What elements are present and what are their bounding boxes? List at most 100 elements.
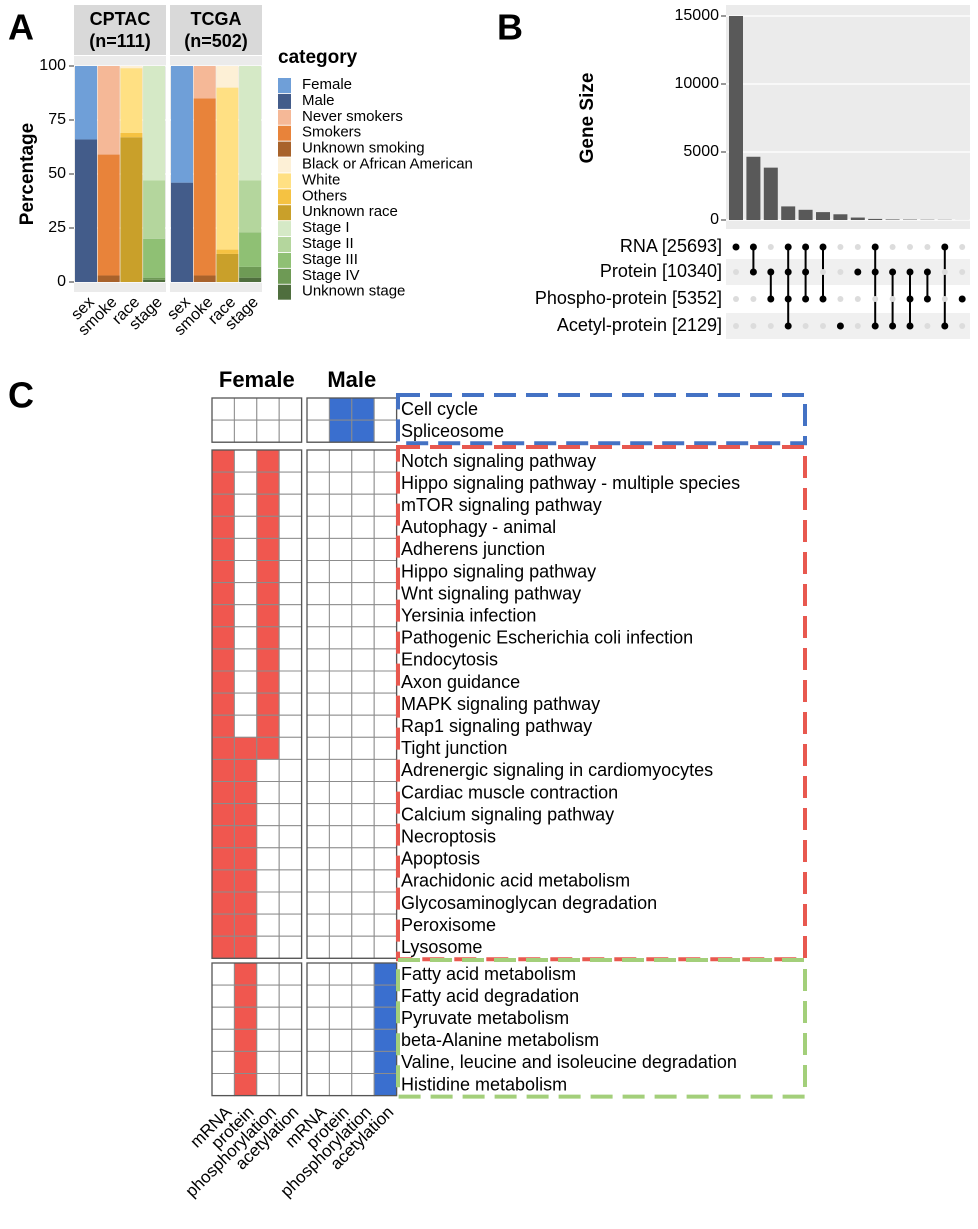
heatmap-cell (211, 869, 235, 893)
heatmap-cell (351, 582, 375, 606)
matrix-dot (872, 296, 879, 302)
heatmap-cell (328, 582, 353, 606)
row-label: Fatty acid degradation (401, 986, 579, 1006)
legend-title: category (278, 47, 358, 68)
y-tick-label: 5000 (683, 143, 719, 160)
heatmap-cell (256, 781, 280, 805)
heatmap-cell (233, 397, 258, 421)
matrix-dot (941, 243, 949, 251)
heatmap-cell (278, 1073, 303, 1097)
legend-label: Unknown smoking (302, 140, 425, 157)
heatmap-cell (278, 560, 303, 584)
heatmap-cell (278, 515, 303, 539)
bar-segment (97, 66, 120, 155)
heatmap-cell (278, 869, 303, 893)
heatmap-cell (256, 493, 280, 517)
legend-label: Stage I (302, 219, 350, 236)
matrix-dot (784, 243, 792, 251)
heatmap-cell (278, 781, 303, 805)
heatmap-cell (328, 560, 353, 584)
y-axis-title: Percentage (17, 123, 38, 225)
row-label: Necroptosis (401, 827, 496, 847)
matrix-dot (837, 296, 844, 302)
row-label: Pathogenic Escherichia coli infection (401, 628, 693, 648)
heatmap-cell (233, 1028, 258, 1052)
block-border (211, 449, 303, 959)
heatmap-cell (373, 692, 398, 716)
heatmap-cell (351, 515, 375, 539)
bar-segment (120, 66, 143, 69)
legend-label: Others (302, 187, 347, 204)
heatmap-cell (328, 670, 353, 694)
legend-swatch (278, 141, 291, 157)
legend-swatch (278, 157, 291, 173)
heatmap-cell (306, 935, 330, 959)
set-label: Protein [10340] (600, 261, 722, 281)
bar (885, 219, 900, 220)
heatmap-cell (233, 935, 258, 959)
y-tick-label: 15000 (675, 7, 720, 24)
row-label: Fatty acid metabolism (401, 964, 576, 984)
matrix-dot (837, 244, 844, 250)
heatmap-cell (306, 1050, 330, 1075)
heatmap-cell (328, 913, 353, 937)
bar-segment (216, 249, 239, 254)
bar (850, 217, 865, 220)
heatmap-cell (278, 962, 303, 986)
heatmap-cell (233, 891, 258, 915)
heatmap-cell (328, 471, 353, 495)
panel-label: C (8, 375, 34, 416)
heatmap-cell (278, 1050, 303, 1075)
matrix-dot (941, 269, 948, 275)
heatmap-cell (256, 582, 280, 606)
matrix-dot (906, 268, 914, 276)
matrix-dot (749, 243, 757, 251)
matrix-dot (749, 268, 757, 276)
heatmap-cell (256, 692, 280, 716)
heatmap-cell (306, 582, 330, 606)
bar (746, 156, 761, 220)
heatmap-cell (211, 847, 235, 871)
matrix-dot (871, 268, 879, 276)
heatmap-cell (328, 449, 353, 473)
matrix-dot (784, 268, 792, 276)
heatmap-cell (256, 471, 280, 495)
heatmap-cell (306, 537, 330, 562)
heatmap-cell (328, 604, 353, 628)
heatmap-cell (278, 1028, 303, 1052)
matrix-dot (907, 244, 913, 250)
heatmap-cell (328, 891, 353, 915)
heatmap-cell (233, 648, 258, 672)
heatmap-cell (328, 825, 353, 849)
matrix-dot (837, 269, 844, 275)
bar-segment (143, 180, 166, 239)
matrix-dot (820, 323, 826, 329)
heatmap-cell (256, 449, 280, 473)
heatmap-cell (233, 582, 258, 606)
bar-segment (143, 277, 166, 280)
row-label: Cardiac muscle contraction (401, 782, 618, 802)
bar-segment (239, 66, 262, 181)
matrix-dot (906, 295, 914, 303)
bar-segment (120, 137, 143, 282)
heatmap-cell (256, 1028, 280, 1052)
heatmap-cell (211, 825, 235, 849)
heatmap-cell (233, 913, 258, 937)
heatmap-cell (351, 962, 375, 986)
panel-label: A (8, 7, 34, 48)
heatmap-cell (306, 803, 330, 827)
matrix-dot (871, 243, 879, 251)
matrix-dot (889, 268, 897, 276)
matrix-dot (959, 323, 966, 329)
heatmap-cell (328, 869, 353, 893)
heatmap-cell (233, 560, 258, 584)
matrix-dot (802, 323, 809, 329)
heatmap-cell (373, 1006, 398, 1030)
heatmap-cell (351, 1050, 375, 1075)
heatmap-cell (306, 670, 330, 694)
heatmap-cell (373, 935, 398, 959)
heatmap-cell (278, 984, 303, 1008)
bar-segment (171, 66, 193, 183)
heatmap-cell (211, 935, 235, 959)
heatmap-cell (233, 758, 258, 783)
